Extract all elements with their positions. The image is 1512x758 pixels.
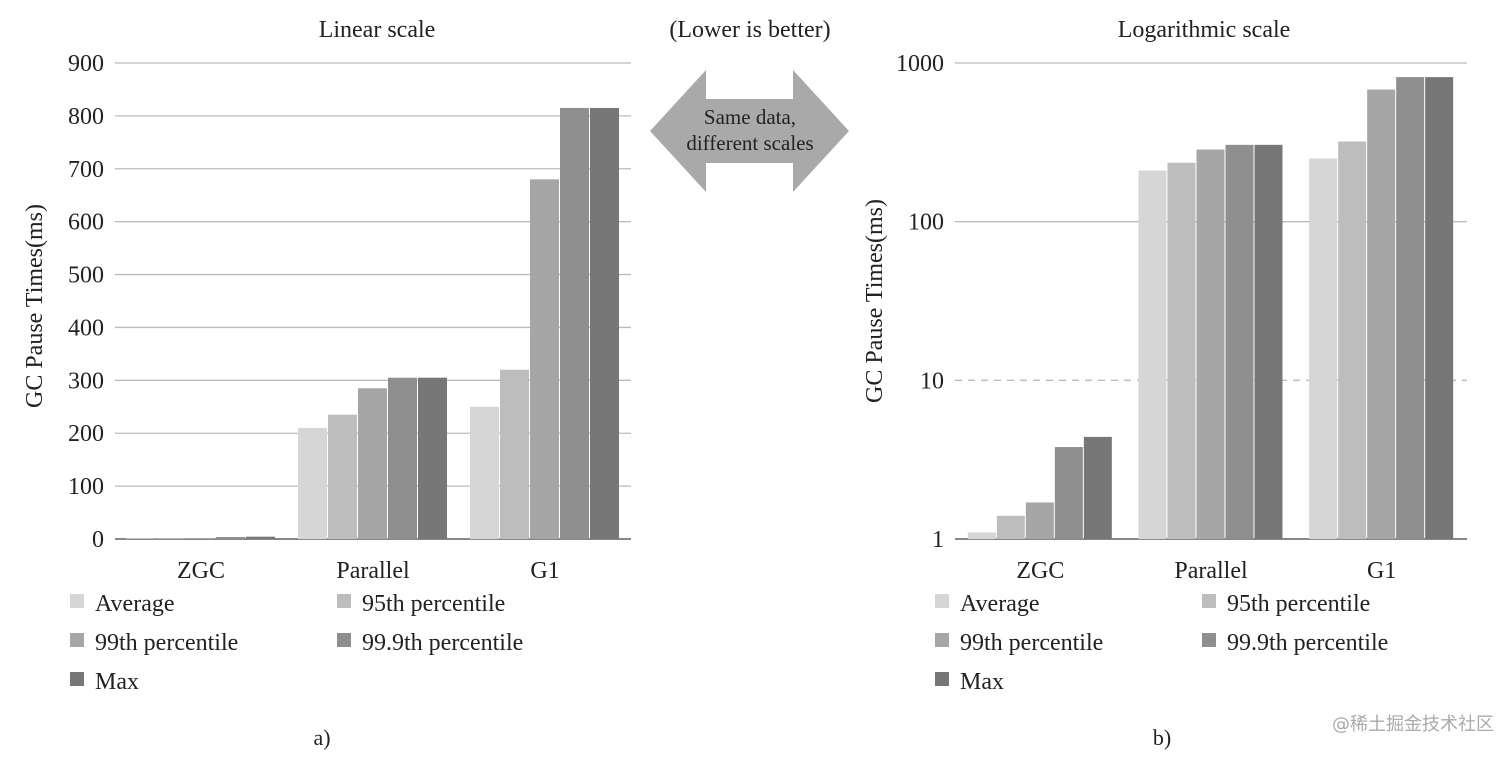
y-tick-label: 300 — [68, 368, 104, 394]
legend-label: 99.9th percentile — [1227, 630, 1388, 656]
y-tick-label: 10 — [920, 368, 944, 394]
y-tick-label: 400 — [68, 315, 104, 341]
y-tick-label: 700 — [68, 157, 104, 183]
x-tick-label: ZGC — [1016, 558, 1064, 584]
bar-parallel-2 — [328, 414, 357, 539]
y-tick-label: 100 — [908, 210, 944, 236]
arrow-text-line1: Same data, — [704, 105, 796, 129]
bar-g1-3 — [1367, 89, 1396, 539]
chart-title: Linear scale — [319, 17, 436, 43]
bar-zgc-2 — [996, 515, 1025, 539]
arrow-text-line2: different scales — [686, 131, 813, 155]
bar-parallel-2 — [1167, 162, 1196, 539]
watermark: @稀土掘金技术社区 — [1332, 714, 1494, 735]
legend-label: 99th percentile — [95, 630, 238, 656]
chart-title: Logarithmic scale — [1118, 17, 1291, 43]
legend-label: 99th percentile — [960, 630, 1103, 656]
y-tick-label: 800 — [68, 104, 104, 130]
y-tick-label: 600 — [68, 210, 104, 236]
double-arrow-icon — [650, 70, 849, 192]
bar-parallel-1 — [298, 427, 327, 539]
y-axis-label: GC Pause Times(ms) — [22, 204, 48, 408]
x-tick-label: Parallel — [1174, 558, 1248, 584]
bar-parallel-1 — [1138, 170, 1167, 539]
bar-zgc-3 — [186, 538, 215, 539]
legend-swatch — [70, 672, 84, 686]
bar-parallel-5 — [418, 377, 447, 539]
y-tick-label: 0 — [92, 527, 104, 553]
legend-label: Max — [95, 669, 139, 695]
bar-g1-4 — [1396, 77, 1425, 540]
bar-g1-5 — [1425, 77, 1454, 540]
legend-label: 99.9th percentile — [362, 630, 523, 656]
bar-parallel-3 — [358, 388, 387, 539]
legend-label: Max — [960, 669, 1004, 695]
bar-g1-4 — [560, 107, 589, 539]
bar-g1-5 — [590, 107, 619, 539]
bar-parallel-4 — [1225, 144, 1254, 539]
legend-label: Average — [960, 591, 1040, 617]
legend-swatch — [1202, 633, 1216, 647]
lower-is-better-note: (Lower is better) — [669, 17, 830, 43]
legend-swatch — [935, 633, 949, 647]
bar-g1-2 — [500, 369, 529, 539]
bar-parallel-4 — [388, 377, 417, 539]
legend-label: 95th percentile — [1227, 591, 1370, 617]
y-tick-label: 100 — [68, 474, 104, 500]
y-tick-label: 200 — [68, 421, 104, 447]
bar-parallel-3 — [1196, 149, 1225, 539]
legend-swatch — [935, 594, 949, 608]
x-tick-label: Parallel — [336, 558, 410, 584]
bar-zgc-4 — [1054, 447, 1083, 539]
bar-zgc-1 — [126, 538, 155, 539]
x-tick-label: G1 — [530, 558, 559, 584]
y-tick-label: 500 — [68, 263, 104, 289]
panel-label: a) — [313, 725, 330, 750]
panel-label: b) — [1153, 725, 1171, 750]
y-tick-label: 900 — [68, 51, 104, 77]
y-tick-label: 1 — [932, 527, 944, 553]
y-axis-label: GC Pause Times(ms) — [862, 199, 888, 403]
legend-label: Average — [95, 591, 175, 617]
log-chart: Logarithmic scale GC Pause Times(ms) b) … — [862, 17, 1467, 750]
legend-swatch — [70, 594, 84, 608]
bar-g1-1 — [1309, 158, 1338, 539]
bar-zgc-4 — [216, 536, 245, 539]
x-tick-label: G1 — [1367, 558, 1396, 584]
x-tick-label: ZGC — [177, 558, 225, 584]
legend-swatch — [337, 633, 351, 647]
y-tick-label: 1000 — [896, 51, 944, 77]
bar-g1-1 — [470, 406, 499, 539]
bar-zgc-2 — [156, 538, 185, 539]
bar-g1-3 — [530, 179, 559, 539]
legend-swatch — [1202, 594, 1216, 608]
scale-comparison-note: (Lower is better) Same data, different s… — [650, 17, 849, 192]
bar-zgc-5 — [246, 536, 275, 539]
legend-label: 95th percentile — [362, 591, 505, 617]
bar-zgc-5 — [1083, 436, 1112, 539]
bar-zgc-1 — [967, 532, 996, 539]
legend-swatch — [935, 672, 949, 686]
bar-g1-2 — [1338, 141, 1367, 539]
linear-chart: Linear scale GC Pause Times(ms) a) 0 100 2… — [22, 17, 631, 750]
bar-parallel-5 — [1254, 144, 1283, 539]
bar-zgc-3 — [1025, 502, 1054, 539]
legend-swatch — [70, 633, 84, 647]
legend-swatch — [337, 594, 351, 608]
